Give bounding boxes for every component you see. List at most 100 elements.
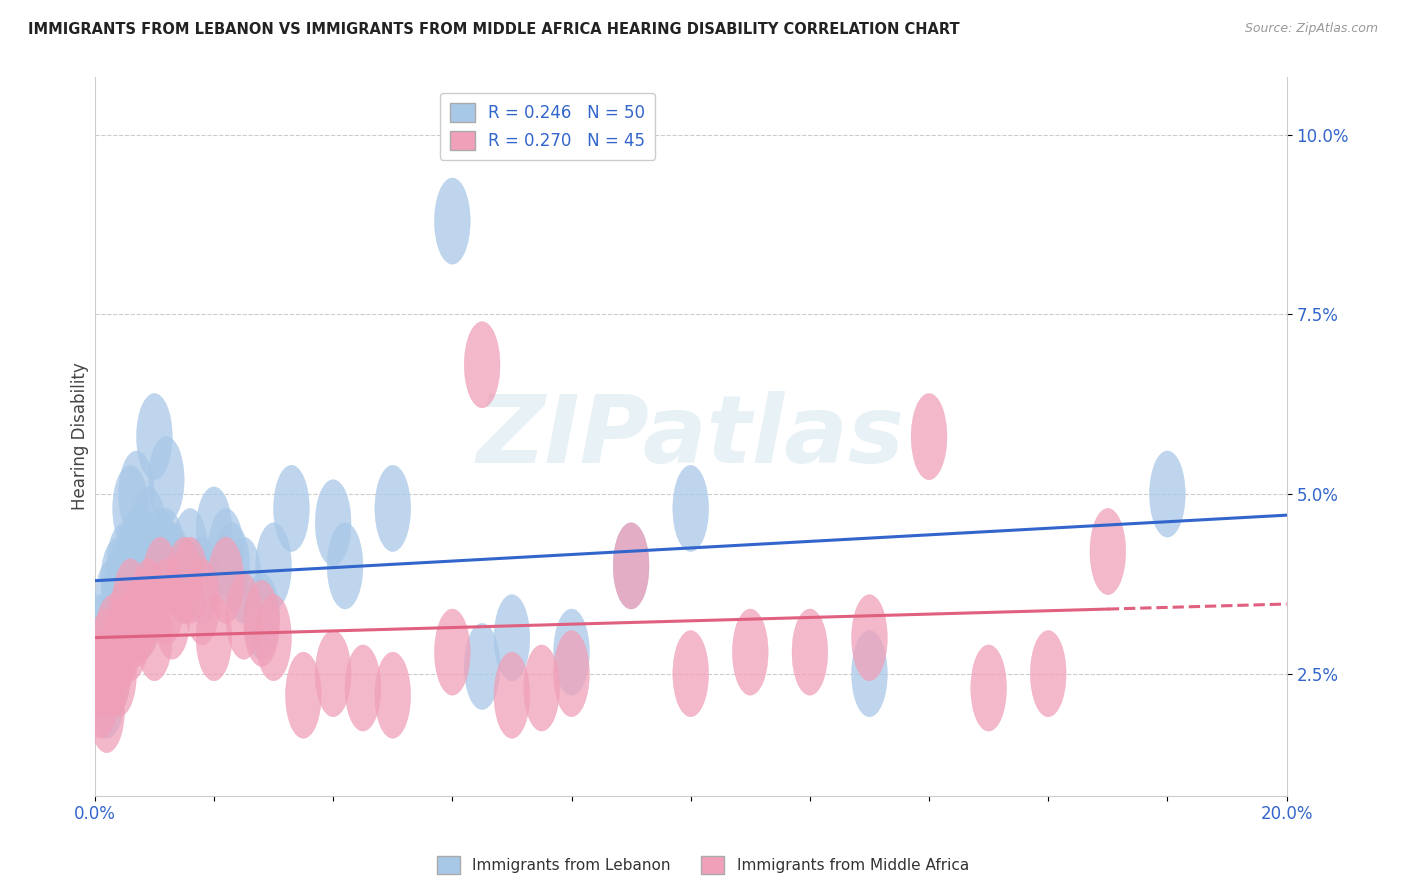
- Ellipse shape: [155, 523, 190, 609]
- Ellipse shape: [226, 537, 262, 624]
- Ellipse shape: [554, 609, 589, 695]
- Ellipse shape: [94, 558, 131, 645]
- Ellipse shape: [911, 393, 946, 480]
- Ellipse shape: [125, 508, 160, 595]
- Ellipse shape: [131, 487, 166, 573]
- Ellipse shape: [673, 631, 709, 717]
- Ellipse shape: [494, 595, 530, 681]
- Ellipse shape: [315, 480, 352, 566]
- Ellipse shape: [112, 573, 149, 659]
- Ellipse shape: [173, 508, 208, 595]
- Ellipse shape: [118, 558, 155, 645]
- Ellipse shape: [101, 595, 136, 681]
- Ellipse shape: [136, 393, 173, 480]
- Ellipse shape: [195, 487, 232, 573]
- Ellipse shape: [136, 537, 173, 624]
- Ellipse shape: [89, 609, 125, 695]
- Ellipse shape: [118, 581, 155, 666]
- Ellipse shape: [494, 652, 530, 739]
- Ellipse shape: [142, 537, 179, 624]
- Ellipse shape: [214, 523, 250, 609]
- Ellipse shape: [149, 508, 184, 595]
- Ellipse shape: [101, 631, 136, 717]
- Ellipse shape: [852, 631, 887, 717]
- Ellipse shape: [375, 466, 411, 551]
- Legend: Immigrants from Lebanon, Immigrants from Middle Africa: Immigrants from Lebanon, Immigrants from…: [432, 850, 974, 880]
- Ellipse shape: [118, 451, 155, 537]
- Text: Source: ZipAtlas.com: Source: ZipAtlas.com: [1244, 22, 1378, 36]
- Ellipse shape: [1090, 508, 1126, 595]
- Ellipse shape: [94, 595, 131, 681]
- Ellipse shape: [101, 558, 136, 645]
- Ellipse shape: [136, 595, 173, 681]
- Ellipse shape: [274, 466, 309, 551]
- Ellipse shape: [173, 537, 208, 624]
- Ellipse shape: [107, 523, 142, 609]
- Ellipse shape: [256, 523, 291, 609]
- Ellipse shape: [149, 558, 184, 645]
- Ellipse shape: [107, 581, 142, 666]
- Ellipse shape: [673, 466, 709, 551]
- Ellipse shape: [125, 573, 160, 659]
- Ellipse shape: [243, 581, 280, 666]
- Ellipse shape: [83, 652, 118, 739]
- Ellipse shape: [195, 595, 232, 681]
- Ellipse shape: [208, 537, 243, 624]
- Ellipse shape: [125, 573, 160, 659]
- Ellipse shape: [112, 595, 149, 681]
- Ellipse shape: [344, 645, 381, 731]
- Legend: R = 0.246   N = 50, R = 0.270   N = 45: R = 0.246 N = 50, R = 0.270 N = 45: [440, 93, 655, 160]
- Ellipse shape: [1031, 631, 1066, 717]
- Ellipse shape: [1150, 451, 1185, 537]
- Ellipse shape: [83, 631, 118, 717]
- Ellipse shape: [89, 652, 125, 739]
- Ellipse shape: [328, 523, 363, 609]
- Ellipse shape: [83, 595, 118, 681]
- Ellipse shape: [89, 666, 125, 753]
- Ellipse shape: [94, 595, 131, 681]
- Ellipse shape: [524, 645, 560, 731]
- Ellipse shape: [107, 595, 142, 681]
- Ellipse shape: [149, 436, 184, 523]
- Ellipse shape: [142, 508, 179, 595]
- Ellipse shape: [733, 609, 768, 695]
- Ellipse shape: [792, 609, 828, 695]
- Ellipse shape: [112, 466, 149, 551]
- Ellipse shape: [112, 558, 149, 645]
- Ellipse shape: [464, 322, 501, 408]
- Ellipse shape: [852, 595, 887, 681]
- Ellipse shape: [101, 537, 136, 624]
- Ellipse shape: [155, 573, 190, 659]
- Ellipse shape: [243, 573, 280, 659]
- Ellipse shape: [107, 581, 142, 666]
- Ellipse shape: [554, 631, 589, 717]
- Ellipse shape: [613, 523, 650, 609]
- Ellipse shape: [131, 537, 166, 624]
- Ellipse shape: [226, 573, 262, 659]
- Ellipse shape: [83, 631, 118, 717]
- Ellipse shape: [315, 631, 352, 717]
- Text: IMMIGRANTS FROM LEBANON VS IMMIGRANTS FROM MIDDLE AFRICA HEARING DISABILITY CORR: IMMIGRANTS FROM LEBANON VS IMMIGRANTS FR…: [28, 22, 960, 37]
- Ellipse shape: [101, 609, 136, 695]
- Ellipse shape: [613, 523, 650, 609]
- Ellipse shape: [94, 631, 131, 717]
- Ellipse shape: [464, 624, 501, 709]
- Ellipse shape: [166, 537, 202, 624]
- Ellipse shape: [285, 652, 321, 739]
- Ellipse shape: [970, 645, 1007, 731]
- Ellipse shape: [375, 652, 411, 739]
- Ellipse shape: [112, 537, 149, 624]
- Ellipse shape: [89, 609, 125, 695]
- Ellipse shape: [94, 631, 131, 717]
- Ellipse shape: [434, 178, 470, 264]
- Ellipse shape: [131, 558, 166, 645]
- Text: ZIPatlas: ZIPatlas: [477, 391, 904, 483]
- Ellipse shape: [166, 537, 202, 624]
- Ellipse shape: [118, 508, 155, 595]
- Y-axis label: Hearing Disability: Hearing Disability: [72, 363, 89, 510]
- Ellipse shape: [256, 595, 291, 681]
- Ellipse shape: [184, 558, 219, 645]
- Ellipse shape: [107, 537, 142, 624]
- Ellipse shape: [184, 537, 219, 624]
- Ellipse shape: [434, 609, 470, 695]
